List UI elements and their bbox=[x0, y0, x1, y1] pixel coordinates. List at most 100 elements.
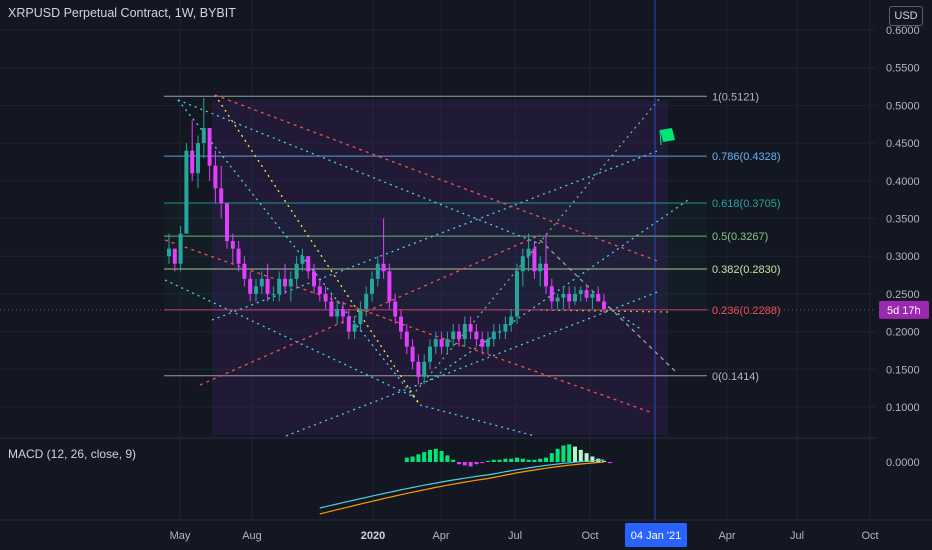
trendline-red-rising[interactable] bbox=[199, 234, 541, 386]
candle-body bbox=[225, 203, 229, 242]
symbol-title[interactable]: XRPUSD Perpetual Contract, 1W, BYBIT bbox=[8, 6, 236, 20]
price-tick-label: 0.1500 bbox=[886, 364, 920, 376]
candle-body bbox=[201, 128, 206, 144]
flag-icon[interactable] bbox=[660, 128, 675, 142]
macd-histogram-bar bbox=[520, 458, 525, 462]
candle-body bbox=[300, 256, 305, 264]
candle-body bbox=[219, 188, 224, 204]
candle-body bbox=[283, 278, 287, 287]
macd-histogram-bar bbox=[526, 459, 531, 462]
crosshair-date-badge bbox=[625, 523, 687, 547]
candle-body bbox=[480, 339, 485, 347]
macd-zero-label: 0.0000 bbox=[886, 457, 920, 469]
candle-body bbox=[404, 331, 409, 347]
macd-histogram-bar bbox=[497, 459, 502, 462]
candle-body bbox=[602, 301, 606, 309]
time-tick-label: Apr bbox=[432, 530, 449, 542]
time-tick-label: Oct bbox=[861, 530, 878, 542]
candle-body bbox=[486, 339, 490, 347]
candle-body bbox=[497, 331, 502, 333]
candle-body bbox=[259, 278, 264, 287]
candle-body bbox=[236, 248, 241, 264]
fib-level-label: 0(0.1414) bbox=[712, 371, 759, 383]
candle-body bbox=[422, 361, 427, 377]
macd-pane bbox=[319, 444, 612, 515]
fib-level-label: 0.236(0.2288) bbox=[712, 305, 781, 317]
candle-body bbox=[584, 290, 589, 298]
candle-body bbox=[167, 248, 171, 257]
trendline-rising-channel[interactable] bbox=[429, 199, 689, 381]
macd-histogram-bar bbox=[549, 453, 554, 462]
candle-body bbox=[358, 308, 363, 325]
trendline-green-horizontal[interactable] bbox=[539, 309, 671, 313]
candle-body bbox=[439, 339, 444, 347]
time-tick-label: Aug bbox=[242, 530, 262, 542]
macd-histogram-bar bbox=[486, 460, 490, 462]
macd-histogram-bar bbox=[468, 462, 473, 467]
macd-signal-line bbox=[319, 459, 605, 509]
time-tick-label: Apr bbox=[718, 530, 735, 542]
macd-indicator-label[interactable]: MACD (12, 26, close, 9) bbox=[8, 447, 137, 461]
currency-button[interactable]: USD bbox=[889, 6, 923, 26]
macd-histogram-bar bbox=[578, 449, 583, 462]
grid-lines bbox=[0, 0, 932, 520]
macd-histogram-bar bbox=[561, 445, 566, 462]
trendline-rising-resistance[interactable] bbox=[211, 149, 661, 321]
candle-body bbox=[433, 339, 438, 347]
macd-histogram-bar bbox=[555, 448, 560, 462]
macd-histogram-bar bbox=[602, 460, 606, 462]
macd-histogram-bar bbox=[445, 455, 450, 462]
candle-body bbox=[596, 293, 601, 302]
macd-histogram-bar bbox=[433, 448, 438, 462]
macd-histogram-bar bbox=[573, 446, 577, 462]
candle-body bbox=[509, 316, 514, 325]
price-tick-label: 0.2000 bbox=[886, 327, 920, 339]
candle-body bbox=[375, 263, 380, 279]
candle-body bbox=[265, 278, 270, 294]
candle-body bbox=[474, 331, 479, 340]
flag-pole bbox=[659, 129, 662, 146]
candle-body bbox=[364, 293, 369, 309]
macd-histogram-bar bbox=[503, 458, 508, 462]
candle-body bbox=[329, 301, 334, 317]
macd-histogram-bar bbox=[590, 456, 595, 462]
price-tick-label: 0.5500 bbox=[886, 63, 920, 75]
macd-histogram-bar bbox=[538, 458, 543, 462]
macd-histogram-bar bbox=[439, 451, 444, 462]
price-tick-label: 0.3500 bbox=[886, 214, 920, 226]
candle-body bbox=[277, 278, 282, 294]
trendline-cyan-falling[interactable] bbox=[177, 99, 421, 406]
candle-body bbox=[445, 339, 450, 347]
macd-histogram-bar bbox=[480, 462, 485, 464]
time-tick-label: Oct bbox=[581, 530, 598, 542]
candle-body bbox=[590, 293, 595, 298]
candle-body bbox=[196, 143, 200, 174]
candle-body bbox=[468, 324, 473, 332]
candle-body bbox=[549, 286, 554, 302]
candle-body bbox=[457, 331, 461, 340]
trendline-red-upper[interactable] bbox=[214, 94, 661, 263]
highlight-zone bbox=[212, 100, 668, 435]
candle-body bbox=[567, 293, 572, 302]
fib-level-label: 0.382(0.2830) bbox=[712, 264, 781, 276]
trendline-cyan-bottom[interactable] bbox=[419, 404, 536, 437]
price-tick-label: 0.4000 bbox=[886, 176, 920, 188]
candle-body bbox=[578, 290, 583, 294]
trendline-rising-support[interactable] bbox=[285, 290, 661, 437]
time-axis[interactable]: May Aug 2020 Apr Jul Oct Apr Jul Oct 04 Jan '21 bbox=[0, 519, 932, 547]
macd-histogram-bar bbox=[567, 444, 572, 462]
macd-histogram-bar bbox=[416, 454, 421, 462]
price-tick-label: 0.3000 bbox=[886, 251, 920, 263]
macd-histogram-bar bbox=[491, 459, 496, 462]
trendline-green-rising[interactable] bbox=[411, 97, 661, 397]
macd-histogram-bar bbox=[515, 457, 519, 462]
candle-body bbox=[323, 293, 328, 302]
macd-histogram-bar bbox=[607, 462, 612, 464]
price-axis[interactable]: 0.6000 0.5500 0.5000 0.4500 0.4000 0.3500 0.30… bbox=[876, 0, 932, 520]
trendline-yellow[interactable] bbox=[214, 94, 421, 406]
macd-histogram-bar bbox=[532, 459, 537, 462]
trendline-upper-channel[interactable] bbox=[177, 99, 541, 245]
crosshair-date-label: 04 Jan '21 bbox=[631, 530, 681, 542]
fib-fill bbox=[164, 203, 707, 310]
